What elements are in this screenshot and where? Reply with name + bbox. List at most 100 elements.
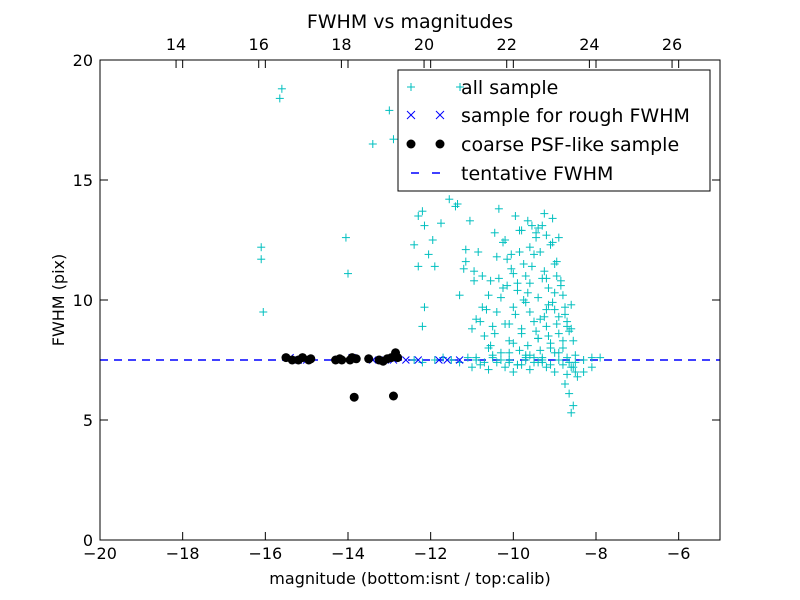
legend-label-coarse-sample: coarse PSF-like sample	[461, 134, 679, 156]
x-tick-label: −6	[667, 544, 691, 563]
coarse-sample-point	[306, 354, 316, 364]
legend-entry-all-sample: all sample	[407, 77, 558, 99]
all-sample-point	[525, 279, 534, 288]
rough-sample-point	[443, 356, 452, 364]
coarse-sample-point	[349, 392, 359, 402]
rough-sample-point	[435, 356, 443, 364]
all-sample-point	[563, 353, 572, 362]
axis-ticks: −20 −18 −16 −14 −12 −10 −8 −6 14 16 18 20 22 24 26 0 5 10…	[73, 35, 720, 563]
all-sample-point	[465, 216, 474, 225]
all-sample-point	[536, 346, 545, 355]
all-sample-point	[530, 353, 538, 362]
all-sample-point	[410, 240, 419, 249]
chart-title: FWHM vs magnitudes	[307, 11, 513, 33]
rough-sample-point	[455, 356, 464, 364]
all-sample-point	[534, 334, 543, 343]
all-sample-point	[554, 348, 563, 357]
all-sample-point	[542, 274, 551, 283]
all-sample-point	[546, 240, 555, 249]
all-sample-point	[567, 300, 576, 309]
all-sample-point	[509, 339, 518, 348]
x-tick-label: −16	[248, 544, 282, 563]
all-sample-point	[461, 257, 470, 266]
x-tick-label: −20	[83, 544, 117, 563]
y-tick-label: 5	[83, 411, 93, 430]
all-sample-point	[507, 250, 516, 259]
rough-sample-point	[402, 356, 410, 364]
y-tick-label: 0	[83, 531, 93, 550]
all-sample-point	[530, 317, 538, 326]
all-sample-point	[536, 248, 545, 256]
all-sample-point	[428, 236, 437, 244]
all-sample-point	[561, 310, 569, 319]
all-sample-point	[554, 329, 563, 338]
top-tick-label: 18	[331, 35, 351, 54]
all-sample-point	[410, 356, 419, 364]
all-sample-point	[275, 94, 284, 103]
all-sample-point	[550, 288, 559, 297]
all-sample-point	[534, 293, 543, 302]
all-sample-point	[484, 291, 493, 300]
all-sample-point	[517, 360, 526, 369]
all-sample-point	[499, 284, 507, 292]
all-sample-point	[525, 243, 534, 252]
top-tick-label: 16	[249, 35, 269, 54]
all-sample-point	[455, 291, 464, 300]
all-sample-point	[546, 360, 555, 369]
coarse-sample-point	[287, 355, 297, 365]
all-sample-point	[385, 106, 394, 115]
all-sample-point	[540, 209, 549, 218]
all-sample-point	[468, 363, 476, 372]
all-sample-point	[511, 212, 520, 220]
all-sample-point	[494, 274, 503, 283]
all-sample-point	[515, 248, 524, 256]
all-sample-point	[563, 317, 572, 326]
all-sample-point	[542, 305, 551, 314]
all-sample-point	[542, 322, 551, 331]
all-sample-point	[567, 324, 576, 333]
all-sample-point	[567, 363, 576, 372]
legend-label-tentative-fwhm: tentative FWHM	[461, 163, 613, 185]
all-sample-point	[486, 341, 495, 350]
all-sample-point	[571, 351, 580, 360]
top-tick-label: 22	[497, 35, 517, 54]
legend-entry-tentative-fwhm: tentative FWHM	[411, 163, 613, 185]
all-sample-point	[503, 281, 512, 290]
all-sample-point	[486, 276, 495, 285]
all-sample-point	[552, 272, 561, 280]
all-sample-point	[463, 353, 472, 362]
all-sample-point	[550, 368, 559, 376]
legend: all sample sample for rough FWHM coarse …	[397, 69, 711, 192]
all-sample-point	[509, 368, 518, 376]
x-tick-label: −18	[166, 544, 200, 563]
all-sample-point	[488, 351, 497, 360]
all-sample-point	[496, 356, 505, 364]
all-sample-point	[496, 348, 505, 357]
y-tick-label: 20	[73, 51, 93, 70]
all-sample-point	[571, 358, 580, 367]
all-sample-point	[476, 317, 485, 326]
all-sample-point	[344, 269, 352, 278]
all-sample-point	[277, 84, 286, 93]
y-tick-label: 10	[73, 291, 93, 310]
all-sample-point	[480, 332, 489, 340]
all-sample-point	[472, 353, 481, 362]
all-sample-point	[478, 303, 487, 312]
all-sample-point	[521, 351, 530, 360]
all-sample-point	[517, 324, 526, 333]
all-sample-point	[521, 272, 530, 280]
all-sample-point	[523, 341, 532, 350]
legend-entry-rough-sample: sample for rough FWHM	[406, 105, 690, 127]
all-sample-point	[558, 344, 567, 352]
rough-sample-point	[414, 356, 423, 364]
coarse-sample-point	[388, 391, 398, 401]
all-sample-point	[418, 358, 427, 367]
all-sample-point	[540, 312, 549, 321]
all-sample-point	[459, 264, 468, 273]
all-sample-point	[447, 356, 456, 364]
all-sample-point	[437, 219, 445, 228]
all-sample-point	[470, 267, 479, 276]
all-sample-point	[492, 252, 501, 261]
all-sample-point	[503, 255, 512, 264]
